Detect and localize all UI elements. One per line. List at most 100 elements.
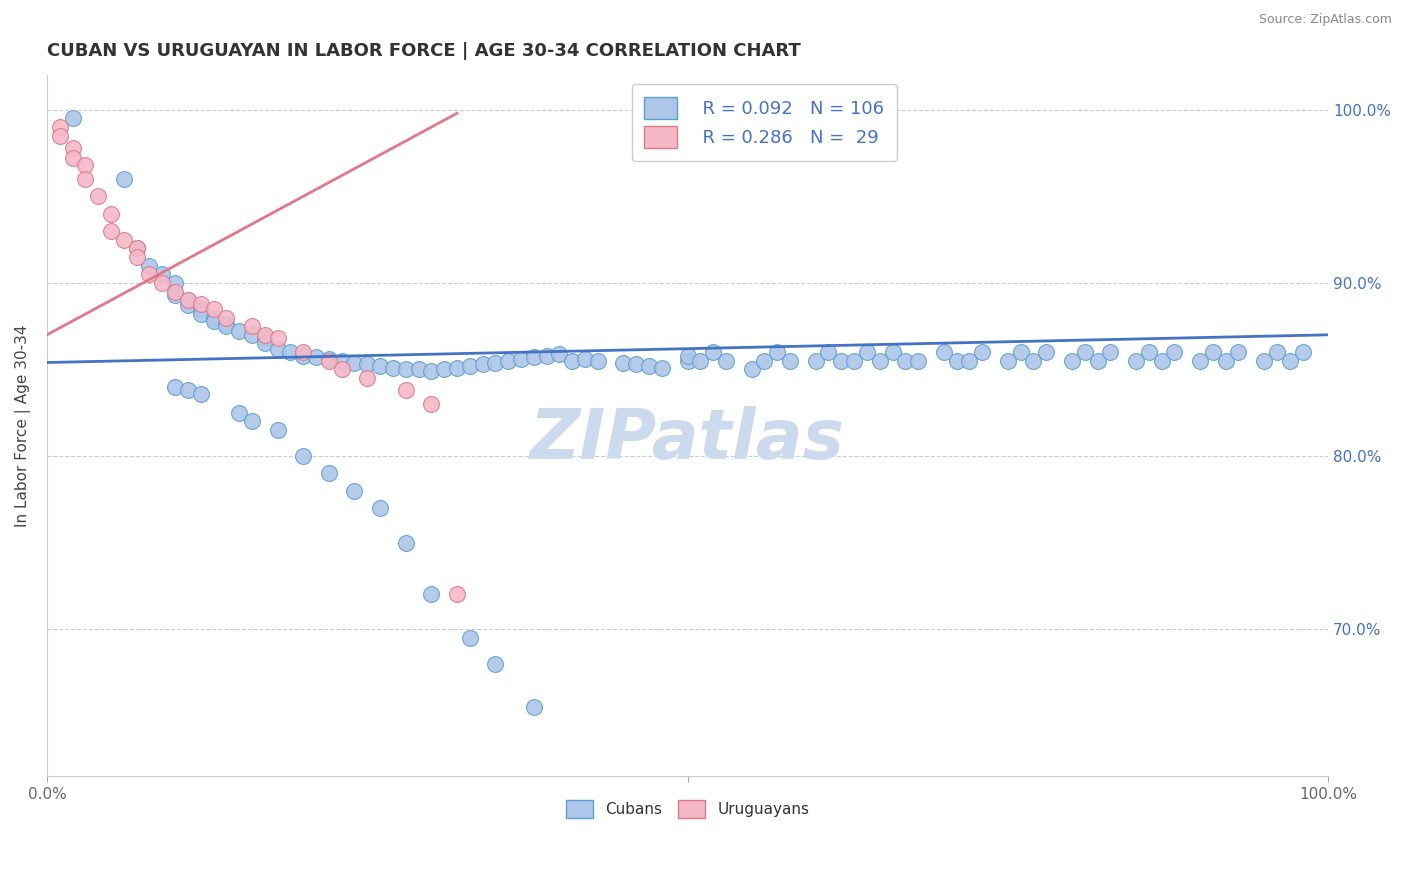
Point	[368, 359, 391, 373]
Text: ZIPatlas: ZIPatlas	[530, 406, 845, 474]
Point	[446, 587, 468, 601]
Point	[190, 307, 212, 321]
Point	[586, 353, 609, 368]
Point	[228, 406, 250, 420]
Point	[496, 353, 519, 368]
Point	[228, 324, 250, 338]
Point	[318, 353, 340, 368]
Point	[574, 352, 596, 367]
Point	[1099, 345, 1122, 359]
Point	[266, 423, 288, 437]
Point	[882, 345, 904, 359]
Point	[165, 288, 187, 302]
Point	[1010, 345, 1032, 359]
Point	[1035, 345, 1057, 359]
Point	[177, 383, 200, 397]
Point	[856, 345, 879, 359]
Point	[1022, 353, 1045, 368]
Point	[612, 355, 634, 369]
Point	[548, 347, 571, 361]
Point	[125, 241, 148, 255]
Point	[484, 657, 506, 671]
Point	[240, 319, 263, 334]
Point	[266, 331, 288, 345]
Point	[138, 259, 160, 273]
Point	[638, 359, 661, 373]
Point	[561, 353, 583, 368]
Point	[49, 120, 72, 135]
Point	[702, 345, 724, 359]
Point	[945, 353, 967, 368]
Point	[125, 241, 148, 255]
Point	[266, 342, 288, 356]
Point	[177, 293, 200, 308]
Text: CUBAN VS URUGUAYAN IN LABOR FORCE | AGE 30-34 CORRELATION CHART: CUBAN VS URUGUAYAN IN LABOR FORCE | AGE …	[46, 42, 801, 60]
Point	[62, 151, 84, 165]
Point	[523, 700, 546, 714]
Legend: Cubans, Uruguayans: Cubans, Uruguayans	[560, 794, 815, 824]
Point	[150, 276, 173, 290]
Point	[471, 357, 494, 371]
Point	[523, 351, 546, 365]
Point	[766, 345, 789, 359]
Point	[395, 362, 418, 376]
Point	[1278, 353, 1301, 368]
Point	[676, 349, 699, 363]
Point	[215, 319, 238, 334]
Point	[779, 353, 801, 368]
Point	[1137, 345, 1160, 359]
Point	[215, 318, 238, 332]
Point	[420, 397, 443, 411]
Point	[343, 483, 366, 498]
Point	[1265, 345, 1288, 359]
Point	[177, 293, 200, 308]
Point	[292, 345, 315, 359]
Point	[330, 353, 353, 368]
Point	[202, 310, 225, 325]
Point	[305, 351, 328, 365]
Point	[741, 362, 763, 376]
Point	[356, 357, 378, 371]
Point	[280, 345, 302, 359]
Point	[318, 352, 340, 367]
Point	[395, 535, 418, 549]
Point	[100, 207, 122, 221]
Text: Source: ZipAtlas.com: Source: ZipAtlas.com	[1258, 13, 1392, 27]
Point	[190, 301, 212, 316]
Point	[253, 327, 276, 342]
Point	[446, 360, 468, 375]
Point	[754, 353, 776, 368]
Point	[1163, 345, 1185, 359]
Point	[75, 158, 97, 172]
Point	[75, 172, 97, 186]
Point	[1125, 353, 1147, 368]
Point	[714, 353, 737, 368]
Point	[292, 349, 315, 363]
Point	[150, 267, 173, 281]
Point	[138, 267, 160, 281]
Point	[253, 331, 276, 345]
Point	[458, 631, 481, 645]
Point	[202, 314, 225, 328]
Point	[165, 285, 187, 299]
Point	[536, 349, 558, 363]
Point	[997, 353, 1019, 368]
Point	[676, 353, 699, 368]
Point	[907, 353, 929, 368]
Point	[894, 353, 917, 368]
Point	[433, 362, 456, 376]
Point	[165, 380, 187, 394]
Point	[420, 364, 443, 378]
Point	[1060, 353, 1083, 368]
Point	[87, 189, 110, 203]
Point	[932, 345, 955, 359]
Point	[689, 353, 711, 368]
Point	[1215, 353, 1237, 368]
Point	[651, 360, 673, 375]
Point	[368, 500, 391, 515]
Point	[240, 327, 263, 342]
Point	[190, 386, 212, 401]
Point	[356, 371, 378, 385]
Point	[957, 353, 980, 368]
Point	[420, 587, 443, 601]
